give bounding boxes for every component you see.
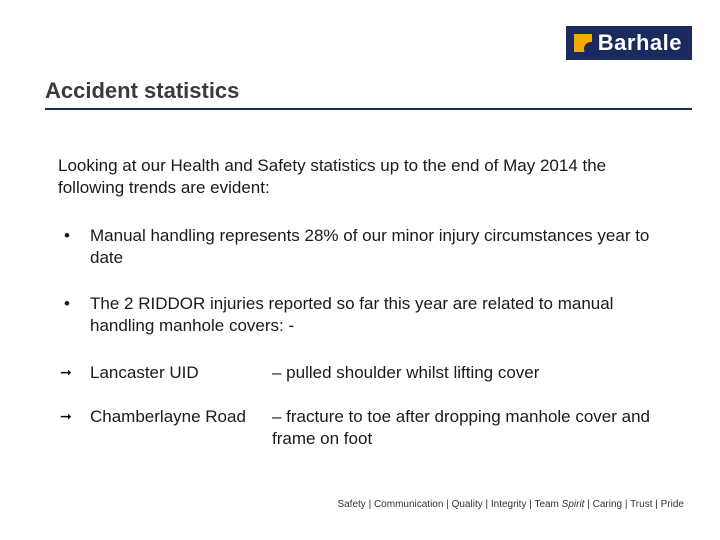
bullet-list: Manual handling represents 28% of our mi…	[58, 225, 662, 337]
footer-value: Caring	[593, 499, 622, 510]
footer-value: Team	[534, 499, 558, 510]
sep: |	[366, 499, 374, 510]
arrow-label: Lancaster UID	[90, 362, 272, 384]
footer-value: Integrity	[491, 499, 527, 510]
title-block: Accident statistics	[45, 78, 692, 110]
arrow-desc: – pulled shoulder whilst lifting cover	[272, 362, 662, 384]
bullet-text: Manual handling represents 28% of our mi…	[90, 226, 649, 267]
list-item: Chamberlayne Road – fracture to toe afte…	[58, 406, 662, 450]
bullet-text: The 2 RIDDOR injuries reported so far th…	[90, 294, 613, 335]
footer-value: Safety	[337, 499, 365, 510]
arrow-desc: – fracture to toe after dropping manhole…	[272, 406, 662, 450]
arrow-label: Chamberlayne Road	[90, 406, 272, 450]
list-item: Lancaster UID – pulled shoulder whilst l…	[58, 362, 662, 384]
sep: |	[443, 499, 451, 510]
list-item: Manual handling represents 28% of our mi…	[58, 225, 662, 269]
footer-value: Trust	[630, 499, 652, 510]
sep: |	[622, 499, 630, 510]
header: Barhale	[45, 26, 692, 60]
logo-square-icon	[574, 34, 592, 52]
footer-value: Communication	[374, 499, 443, 510]
brand-logo: Barhale	[566, 26, 692, 60]
sep: |	[584, 499, 592, 510]
brand-name: Barhale	[598, 30, 682, 56]
footer-values: Safety | Communication | Quality | Integ…	[0, 499, 684, 510]
intro-text: Looking at our Health and Safety statist…	[58, 155, 662, 199]
sep: |	[652, 499, 660, 510]
logo-dot-icon	[584, 42, 598, 56]
sep: |	[483, 499, 491, 510]
footer-value: Quality	[452, 499, 483, 510]
title-underline	[45, 108, 692, 110]
footer-value: Pride	[661, 499, 684, 510]
content: Looking at our Health and Safety statist…	[58, 155, 662, 472]
list-item: The 2 RIDDOR injuries reported so far th…	[58, 293, 662, 337]
page-title: Accident statistics	[45, 78, 692, 104]
arrow-list: Lancaster UID – pulled shoulder whilst l…	[58, 362, 662, 450]
footer-value-italic: Spirit	[559, 499, 585, 510]
